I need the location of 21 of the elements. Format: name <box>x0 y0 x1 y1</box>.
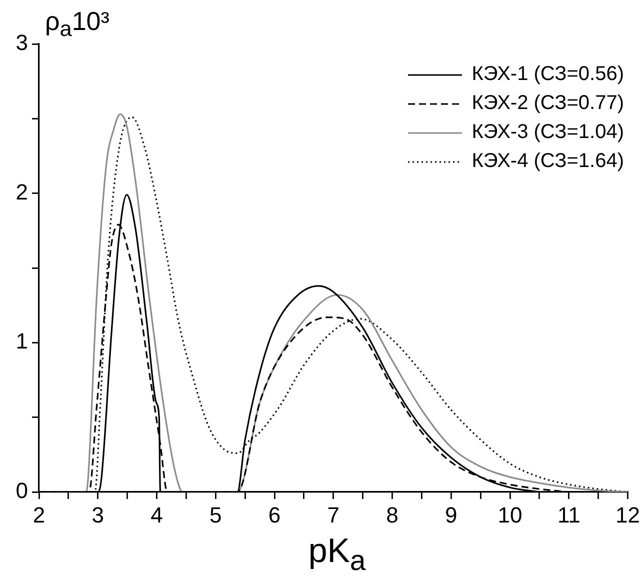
y-tick-label: 2 <box>16 179 28 204</box>
x-tick-label: 6 <box>268 502 281 528</box>
x-tick-label: 7 <box>327 502 340 528</box>
legend-label: КЭХ-1 (СЗ=0.56) <box>472 62 624 87</box>
y-tick-label: 1 <box>16 328 28 354</box>
x-tick-label: 3 <box>92 502 104 528</box>
x-tick-label: 5 <box>210 502 222 528</box>
legend-label: КЭХ-3 (СЗ=1.04) <box>472 120 624 145</box>
y-tick-label: 0 <box>16 478 28 504</box>
x-tick-label: 9 <box>445 502 458 528</box>
y-axis-title: ρ$_{a}$10³ <box>45 6 110 42</box>
x-tick-label: 2 <box>32 502 46 528</box>
y-tick-label: 3 <box>16 30 28 56</box>
x-tick-label: 12 <box>616 502 640 528</box>
x-tick-label: 10 <box>498 502 522 528</box>
x-tick-label: 11 <box>557 502 580 528</box>
legend-label: КЭХ-4 (СЗ=1.64) <box>472 149 624 174</box>
x-tick-label: 4 <box>150 502 163 528</box>
x-axis-title: pK$_{a}$ <box>307 532 367 578</box>
legend-label: КЭХ-2 (СЗ=0.77) <box>472 91 624 116</box>
x-tick-label: 8 <box>386 502 398 528</box>
